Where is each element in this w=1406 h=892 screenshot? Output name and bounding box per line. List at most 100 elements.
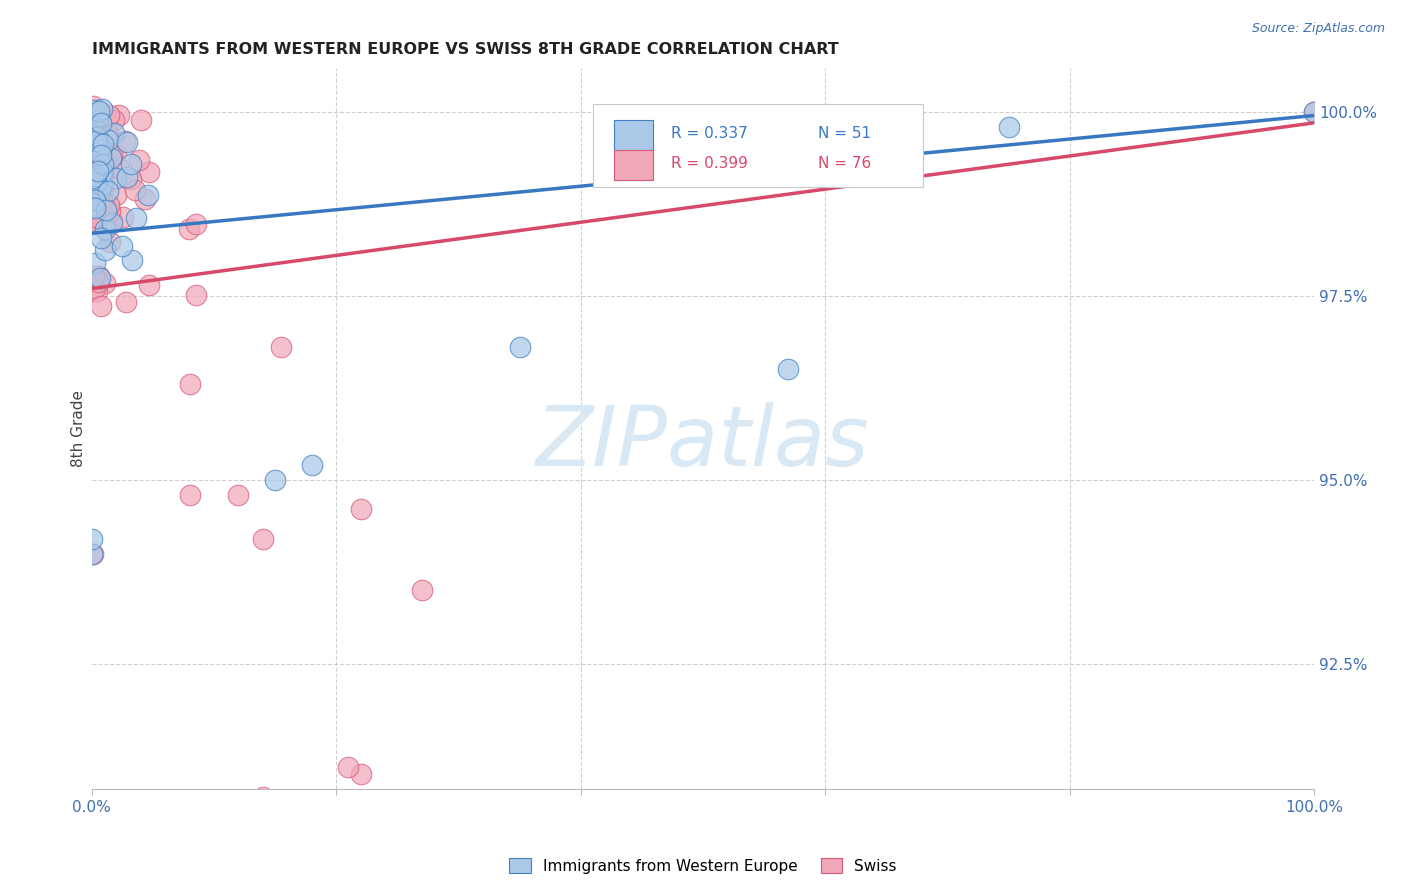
Point [120,157,142,171]
Point [90,191,112,205]
Point [115,136,138,150]
Point [270,340,292,354]
Point [93,157,115,171]
Point [125,211,148,225]
Point [87,104,110,119]
Point [86,176,108,190]
Point [96,175,118,189]
Point [91,137,114,152]
Point [86,285,108,299]
Point [90,116,112,130]
Point [90,143,112,157]
Point [80,532,103,546]
Point [101,214,124,228]
Point [82,199,104,213]
Point [107,160,129,174]
Point [97,184,120,198]
Point [778,362,800,376]
Point [98,235,121,249]
Point [87,152,110,166]
Point [138,278,160,293]
Point [104,170,127,185]
Point [91,194,114,209]
Point [82,118,104,132]
Point [90,102,112,116]
Point [84,193,107,207]
Point [252,532,274,546]
Point [97,126,120,140]
Point [84,201,107,215]
Point [121,172,143,186]
Point [87,152,110,166]
Point [86,129,108,144]
Legend: Immigrants from Western Europe, Swiss: Immigrants from Western Europe, Swiss [503,852,903,880]
Point [179,377,201,392]
Point [87,276,110,290]
Point [91,177,114,191]
Point [84,210,107,224]
Point [1303,104,1326,119]
Point [87,137,110,152]
Point [91,178,114,193]
FancyBboxPatch shape [593,103,922,186]
Point [108,108,131,122]
Point [91,165,114,179]
Point [100,148,122,162]
Point [252,789,274,804]
Point [124,183,146,197]
Point [84,213,107,227]
Point [129,113,152,128]
FancyBboxPatch shape [613,120,652,150]
Point [96,203,118,218]
Point [86,274,108,288]
Point [104,188,127,202]
Point [83,256,105,270]
Point [184,288,207,302]
Text: ZIPatlas: ZIPatlas [536,402,870,483]
Point [104,147,127,161]
Point [86,106,108,120]
Text: R = 0.337: R = 0.337 [671,126,748,141]
Point [84,193,107,207]
Point [97,161,120,176]
Point [97,132,120,146]
Point [98,198,121,212]
Point [82,205,104,219]
Point [94,222,117,236]
FancyBboxPatch shape [613,150,652,180]
Point [84,134,107,148]
Point [91,166,114,180]
Point [83,103,105,117]
Point [87,163,110,178]
Point [186,218,208,232]
Point [134,192,156,206]
Text: R = 0.399: R = 0.399 [671,156,748,171]
Point [82,193,104,207]
Point [82,205,104,219]
Point [103,113,125,128]
Point [179,488,201,502]
Point [80,547,103,561]
Point [98,203,121,218]
Point [82,209,104,223]
Point [350,502,373,516]
Point [115,169,138,184]
Point [997,120,1019,134]
Y-axis label: 8th Grade: 8th Grade [72,390,86,467]
Point [82,547,104,561]
Point [84,169,107,184]
Point [93,276,115,290]
Point [94,243,117,257]
Point [83,268,105,283]
Point [90,148,112,162]
Point [100,151,122,165]
Point [103,127,125,141]
Point [111,211,134,225]
Point [90,231,112,245]
Point [84,216,107,230]
Point [509,340,531,354]
Point [350,767,373,781]
Point [82,140,104,154]
Point [82,204,104,219]
Point [121,253,143,268]
